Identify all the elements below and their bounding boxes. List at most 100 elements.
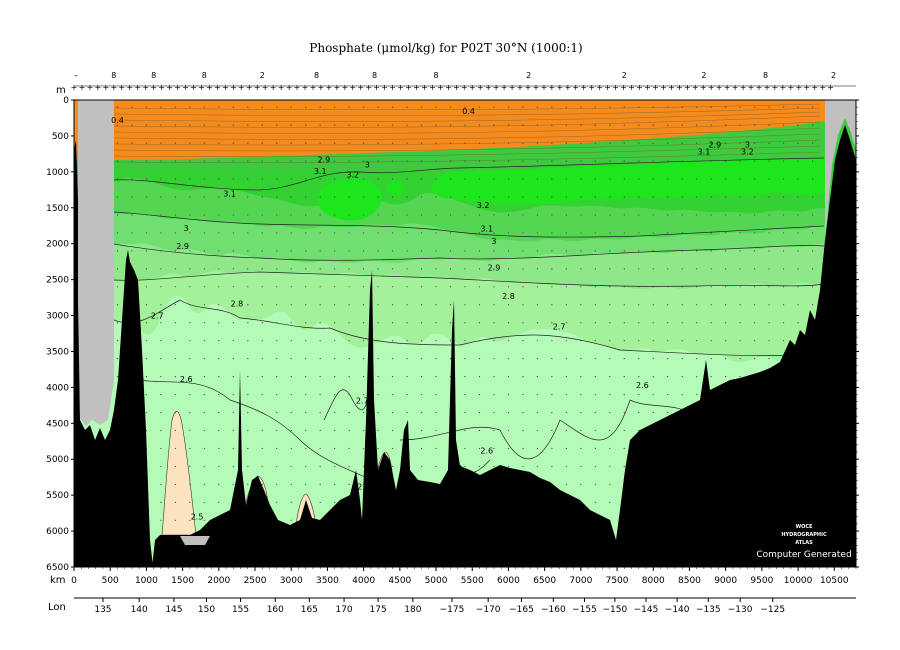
sample-dot: [406, 411, 408, 414]
station-marker: +: [644, 83, 651, 92]
sample-dot: [232, 250, 234, 252]
sample-dot: [420, 340, 423, 342]
watermark-line2: HYDROGRAPHIC: [781, 532, 827, 538]
sample-dot: [406, 376, 408, 378]
sample-dot: [160, 304, 162, 306]
sample-dot: [652, 268, 654, 270]
sample-dot: [160, 519, 162, 521]
sample-dot: [768, 142, 770, 144]
sample-dot: [363, 214, 365, 216]
sample-dot: [725, 286, 727, 288]
sample-dot: [594, 304, 596, 306]
lon-tick-label: 135: [94, 605, 111, 615]
sample-dot: [652, 124, 654, 126]
sample-dot: [580, 483, 582, 485]
sample-dot: [116, 322, 119, 324]
station-marker: +: [620, 83, 627, 92]
station-marker: +: [668, 83, 675, 92]
lon-tick-label: −165: [509, 605, 534, 615]
sample-dot: [623, 178, 625, 180]
sample-dot: [797, 304, 799, 306]
sample-dot: [478, 376, 481, 378]
sample-dot: [725, 250, 727, 252]
sample-dot: [710, 124, 712, 126]
sample-dot: [189, 501, 191, 503]
station-marker: +: [612, 83, 619, 92]
lon-tick-label: −135: [696, 605, 721, 615]
sample-dot: [363, 196, 365, 198]
sample-dot: [449, 214, 452, 216]
sample-dot: [232, 322, 234, 324]
sample-dot: [290, 124, 292, 126]
sample-dot: [493, 232, 495, 234]
sample-dot: [305, 214, 307, 216]
contour-label: 2.6: [480, 447, 493, 456]
sample-dot: [391, 322, 394, 324]
sample-dot: [203, 268, 205, 270]
sample-dot: [782, 304, 785, 306]
sample-dot: [189, 286, 191, 288]
sample-dot: [594, 411, 596, 414]
sample-dot: [797, 286, 799, 288]
sample-dot: [536, 106, 539, 108]
station-marker: +: [716, 83, 723, 92]
sample-dot: [739, 106, 741, 108]
sample-dot: [797, 142, 799, 144]
sample-dot: [174, 411, 176, 414]
sample-dot: [203, 250, 205, 252]
sample-dot: [652, 196, 654, 198]
sample-dot: [565, 429, 567, 432]
sample-dot: [406, 106, 408, 108]
sample-dot: [565, 358, 567, 360]
sample-dot: [247, 322, 249, 324]
sample-dot: [696, 142, 698, 144]
plot-area: [74, 100, 856, 567]
sample-dot: [247, 411, 249, 414]
sample-dot: [218, 142, 220, 144]
sample-dot: [334, 106, 336, 108]
sample-dot: [811, 268, 814, 270]
station-marker: +: [493, 83, 500, 92]
sample-dot: [305, 447, 307, 450]
sample-dot: [811, 286, 814, 288]
sample-dot: [420, 447, 423, 450]
sample-dot: [768, 250, 770, 252]
station-marker: +: [357, 83, 364, 92]
sample-dot: [363, 447, 365, 450]
watermark-line1: WOCE: [796, 524, 813, 530]
station-marker: +: [79, 83, 86, 92]
sample-dot: [652, 250, 654, 252]
sample-dot: [725, 376, 727, 378]
sample-dot: [276, 214, 278, 216]
sample-dot: [623, 124, 625, 126]
sample-dot: [565, 447, 567, 450]
sample-dot: [406, 250, 408, 252]
sample-dot: [638, 411, 640, 414]
contour-label: 2.6: [357, 483, 370, 492]
sample-dot: [145, 196, 148, 198]
sample-dot: [667, 106, 669, 108]
sample-dot: [594, 232, 596, 234]
sample-dot: [232, 447, 234, 450]
sample-dot: [681, 393, 683, 396]
sample-dot: [218, 411, 220, 414]
sample-dot: [493, 322, 495, 324]
station-marker: +: [341, 83, 348, 92]
sample-dot: [232, 232, 234, 234]
sample-dot: [174, 124, 176, 126]
sample-dot: [580, 411, 582, 414]
sample-dot: [580, 214, 582, 216]
sample-dot: [305, 340, 307, 342]
sample-dot: [638, 124, 640, 126]
contour-label: 2.8: [231, 299, 244, 308]
sample-dot: [493, 106, 495, 108]
sample-dot: [189, 358, 191, 360]
sample-dot: [189, 447, 191, 450]
sample-dot: [522, 106, 524, 108]
sample-dot: [334, 483, 336, 485]
sample-dot: [797, 322, 799, 324]
sample-dot: [348, 304, 350, 306]
sample-dot: [348, 250, 350, 252]
sample-dot: [623, 393, 625, 396]
sample-dot: [290, 376, 292, 378]
